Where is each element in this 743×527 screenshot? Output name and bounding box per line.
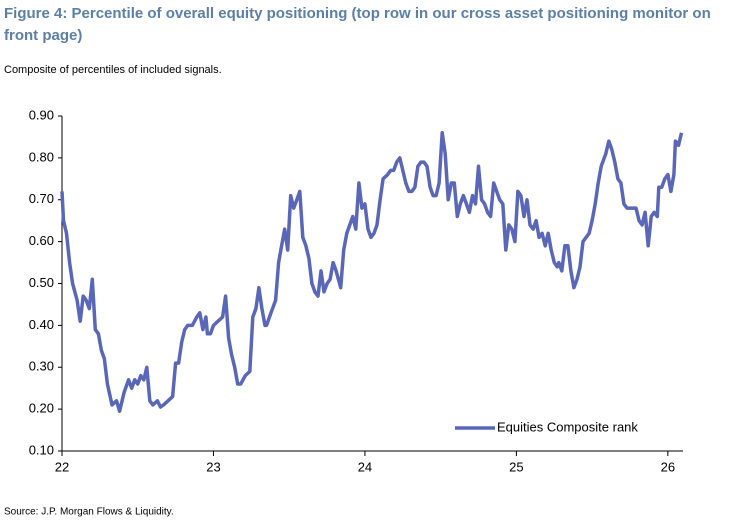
y-tick-label: 0.70	[29, 191, 54, 206]
y-tick-label: 0.10	[29, 442, 54, 457]
x-tick-label: 22	[55, 459, 69, 474]
chart-title: Figure 4: Percentile of overall equity p…	[4, 5, 711, 22]
x-tick-label: 24	[358, 459, 372, 474]
y-tick-label: 0.80	[29, 149, 54, 164]
y-tick-label: 0.20	[29, 401, 54, 416]
legend-label: Equities Composite rank	[497, 419, 638, 434]
chart-subtitle: Composite of percentiles of included sig…	[4, 64, 222, 76]
y-tick-label: 0.40	[29, 317, 54, 332]
x-tick-label: 23	[206, 459, 220, 474]
chart-title: front page)	[4, 27, 82, 44]
y-tick-label: 0.90	[29, 107, 54, 122]
y-tick-label: 0.30	[29, 359, 54, 374]
x-tick-label: 25	[509, 459, 523, 474]
y-tick-label: 0.50	[29, 275, 54, 290]
data-line	[60, 131, 684, 413]
source-note: Source: J.P. Morgan Flows & Liquidity.	[4, 507, 174, 518]
x-tick-label: 26	[661, 459, 675, 474]
y-tick-label: 0.60	[29, 233, 54, 248]
